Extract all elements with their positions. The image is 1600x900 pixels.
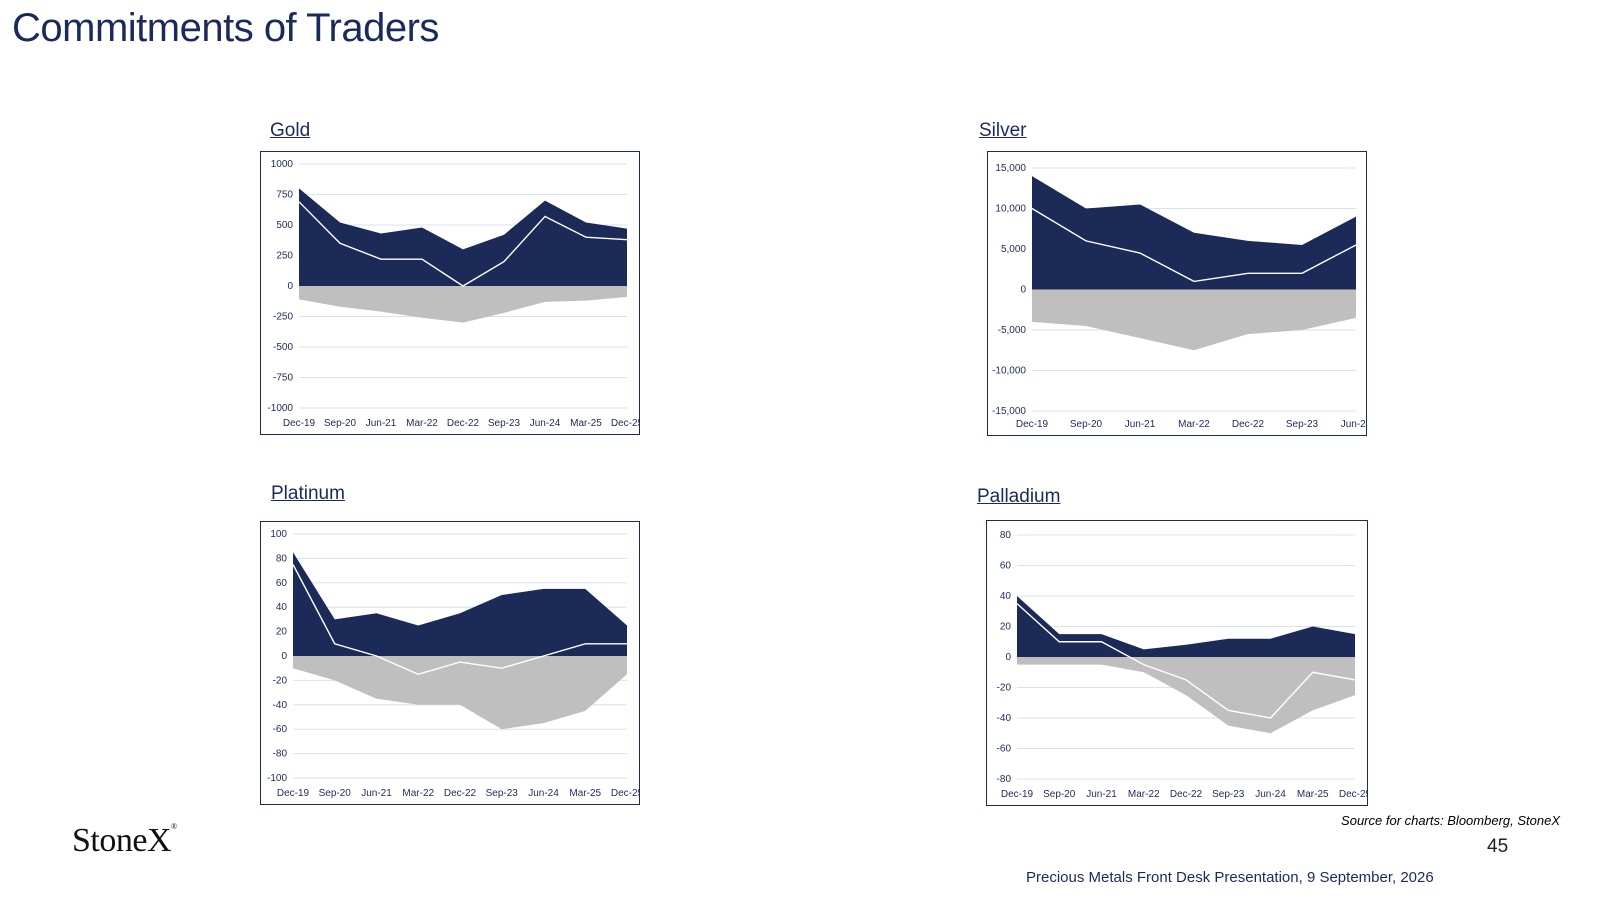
palladium-chart-svg: 80 60 40 20 0 -20 -40 -60 -80 Dec-19 Sep-20 Jun-21 M… (997, 530, 1367, 800)
platinum-chart: 100 80 60 40 20 0 -20 -40 -60 -80 -100 Dec-19 Sep-20… (260, 521, 640, 805)
y-tick-label: 20 (276, 627, 288, 638)
y-tick-label: 20 (1000, 622, 1012, 633)
x-tick-label: Mar-22 (402, 788, 434, 799)
x-tick-label: Dec-22 (447, 418, 480, 429)
x-tick-label: Dec-19 (277, 788, 310, 799)
y-tick-label: 100 (270, 529, 287, 540)
short-area (299, 286, 627, 323)
y-tick-label: -40 (273, 700, 288, 711)
y-tick-label: -500 (273, 342, 293, 353)
gold-chart: 1000 750 500 250 0 -250 -500 -750 -1000 Dec-19 Sep… (260, 151, 640, 435)
y-tick-label: 0 (1005, 652, 1011, 663)
x-tick-label: Jun-24 (1341, 419, 1366, 430)
y-tick-label: 0 (287, 281, 293, 292)
page-number: 45 (1487, 836, 1509, 857)
net-line (298, 201, 628, 287)
y-tick-label: -60 (273, 724, 288, 735)
x-tick-label: Dec-19 (1001, 789, 1034, 800)
y-tick-label: -100 (267, 773, 287, 784)
gold-chart-svg: 1000 750 500 250 0 -250 -500 -750 -1000 Dec-19 Sep… (267, 159, 639, 429)
palladium-chart: 80 60 40 20 0 -20 -40 -60 -80 Dec-19 Sep-20 Jun-21 M… (986, 520, 1368, 806)
x-tick-label: Jun-21 (361, 788, 392, 799)
x-tick-label: Sep-23 (1286, 419, 1319, 430)
y-tick-label: -250 (273, 312, 293, 323)
x-tick-label: Mar-22 (1128, 789, 1160, 800)
x-tick-label: Jun-24 (1255, 789, 1286, 800)
y-tick-label: 15,000 (995, 163, 1026, 174)
y-tick-label: 500 (276, 220, 293, 231)
long-area (299, 188, 627, 286)
short-area (293, 656, 627, 730)
y-tick-label: 750 (276, 190, 293, 201)
y-tick-label: -80 (273, 749, 288, 760)
net-line (1016, 603, 1356, 719)
x-tick-label: Dec-25 (611, 418, 639, 429)
y-tick-label: -60 (997, 744, 1012, 755)
page-title: Commitments of Traders (12, 6, 439, 50)
x-tick-label: Sep-20 (1070, 419, 1103, 430)
x-tick-label: Dec-25 (1339, 789, 1367, 800)
x-tick-label: Mar-22 (1178, 419, 1210, 430)
short-area (1032, 289, 1356, 351)
x-tick-label: Mar-22 (406, 418, 438, 429)
silver-chart: 15,000 10,000 5,000 0 -5,000 -10,000 -15,000 De… (987, 151, 1367, 436)
x-tick-label: Jun-21 (1086, 789, 1117, 800)
long-area (293, 552, 627, 656)
x-tick-label: Dec-22 (1170, 789, 1203, 800)
y-tick-label: -20 (997, 683, 1012, 694)
y-tick-label: -40 (997, 713, 1012, 724)
chart-title-palladium: Palladium (977, 486, 1061, 507)
chart-title-gold: Gold (270, 120, 311, 141)
y-tick-label: 80 (276, 553, 288, 564)
y-tick-label: -5,000 (998, 325, 1027, 336)
y-tick-label: 80 (1000, 530, 1012, 541)
net-line (292, 564, 627, 676)
short-area (1017, 657, 1355, 734)
x-tick-label: Dec-22 (1232, 419, 1265, 430)
stonex-logo: StoneX® (72, 822, 177, 859)
y-tick-label: 1000 (271, 159, 294, 170)
x-tick-label: Dec-22 (444, 788, 477, 799)
x-tick-label: Mar-25 (1297, 789, 1329, 800)
y-tick-label: -80 (997, 774, 1012, 785)
y-tick-label: -10,000 (992, 366, 1026, 377)
x-tick-label: Jun-21 (1125, 419, 1156, 430)
y-tick-label: 0 (281, 651, 287, 662)
x-tick-label: Sep-20 (324, 418, 357, 429)
source-note: Source for charts: Bloomberg, StoneX (1341, 813, 1560, 828)
y-tick-label: 0 (1020, 285, 1026, 296)
x-tick-label: Dec-19 (283, 418, 316, 429)
y-tick-label: 60 (276, 578, 288, 589)
platinum-chart-svg: 100 80 60 40 20 0 -20 -40 -60 -80 -100 Dec-19 Sep-20… (267, 529, 639, 799)
chart-title-silver: Silver (979, 120, 1027, 141)
x-tick-label: Sep-20 (1043, 789, 1076, 800)
x-tick-label: Sep-23 (488, 418, 521, 429)
logo-text: StoneX (72, 822, 172, 859)
chart-title-platinum: Platinum (271, 483, 345, 504)
silver-chart-svg: 15,000 10,000 5,000 0 -5,000 -10,000 -15,000 De… (992, 163, 1366, 430)
x-tick-label: Jun-24 (530, 418, 561, 429)
y-tick-label: 40 (276, 602, 288, 613)
y-tick-label: 5,000 (1001, 244, 1026, 255)
x-tick-label: Mar-25 (569, 788, 601, 799)
x-tick-label: Dec-25 (611, 788, 639, 799)
x-tick-label: Sep-20 (319, 788, 352, 799)
x-tick-label: Dec-19 (1016, 419, 1049, 430)
y-tick-label: 40 (1000, 591, 1012, 602)
x-tick-label: Mar-25 (570, 418, 602, 429)
x-tick-label: Jun-24 (528, 788, 559, 799)
net-line (1031, 207, 1357, 283)
x-tick-label: Jun-21 (366, 418, 397, 429)
y-tick-label: 60 (1000, 561, 1012, 572)
y-tick-label: 250 (276, 251, 293, 262)
y-tick-label: -15,000 (992, 406, 1026, 417)
y-tick-label: 10,000 (995, 204, 1026, 215)
x-tick-label: Sep-23 (486, 788, 519, 799)
long-area (1032, 176, 1356, 290)
y-tick-label: -1000 (267, 403, 293, 414)
y-tick-label: -750 (273, 373, 293, 384)
y-tick-label: -20 (273, 675, 288, 686)
footer-text: Precious Metals Front Desk Presentation,… (1026, 869, 1434, 886)
x-tick-label: Sep-23 (1212, 789, 1245, 800)
